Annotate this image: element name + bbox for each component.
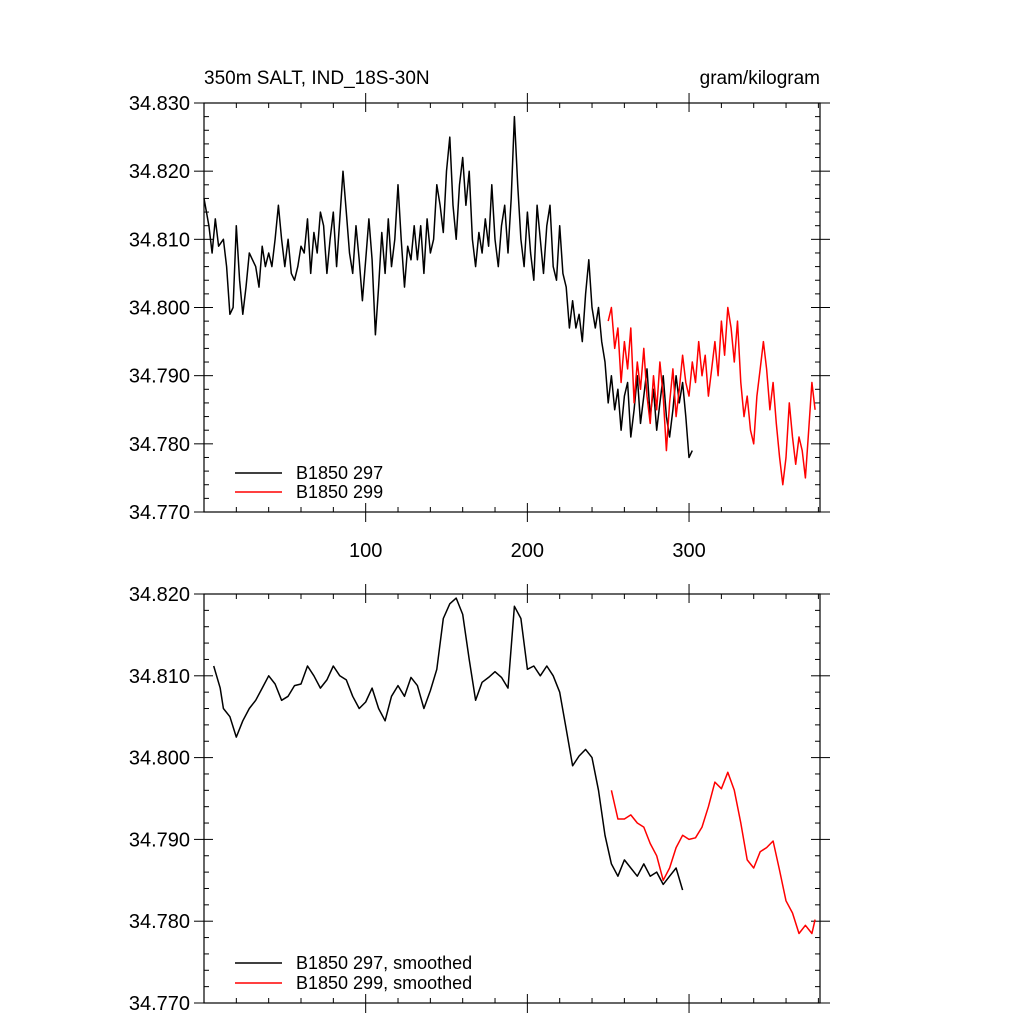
y-tick-label: 34.830 — [129, 93, 190, 115]
y-tick-label: 34.810 — [129, 666, 190, 688]
x-tick-label: 100 — [349, 540, 382, 562]
top-series — [203, 115, 816, 486]
legend-label-b1850-297: B1850 297 — [296, 463, 383, 483]
x-tick-label: 200 — [511, 540, 544, 562]
bottom-panel: 34.770 34.780 34.790 34.800 34.810 34.820 B18… — [129, 584, 830, 1015]
y-tick-label: 34.790 — [129, 829, 190, 851]
x-tick-label: 300 — [672, 540, 705, 562]
y-tick-label: 34.780 — [129, 911, 190, 933]
chart-title: 350m SALT, IND_18S-30N — [204, 68, 430, 89]
y-tick-label: 34.800 — [129, 748, 190, 770]
legend-label-b1850-299-smoothed: B1850 299, smoothed — [296, 973, 472, 993]
bottom-legend: B1850 297, smoothed B1850 299, smoothed — [235, 953, 472, 993]
top-panel: 350m SALT, IND_18S-30N gram/kilogram 100… — [129, 68, 830, 562]
y-tick-label: 34.770 — [129, 993, 190, 1015]
y-tick-label: 34.780 — [129, 434, 190, 456]
series-line-b1850-297 — [203, 115, 693, 459]
series-line-b1850-297-smoothed — [212, 597, 684, 891]
top-axes: 100 200 300 34.770 34.780 34.790 34.800 34.810 3… — [129, 93, 830, 562]
plot-frame — [203, 593, 821, 1004]
series-line-b1850-299-smoothed — [610, 771, 816, 935]
y-tick-label: 34.810 — [129, 229, 190, 251]
y-tick-label: 34.820 — [129, 584, 190, 606]
bottom-series — [212, 597, 816, 935]
legend-label-b1850-299: B1850 299 — [296, 482, 383, 502]
bottom-axes: 34.770 34.780 34.790 34.800 34.810 34.820 — [129, 584, 830, 1015]
y-tick-label: 34.800 — [129, 298, 190, 320]
y-tick-label: 34.820 — [129, 161, 190, 183]
y-tick-label: 34.770 — [129, 502, 190, 524]
top-legend: B1850 297 B1850 299 — [235, 463, 383, 502]
y-tick-label: 34.790 — [129, 366, 190, 388]
series-line-b1850-299 — [607, 306, 816, 486]
legend-label-b1850-297-smoothed: B1850 297, smoothed — [296, 953, 472, 973]
units-label: gram/kilogram — [700, 68, 820, 89]
